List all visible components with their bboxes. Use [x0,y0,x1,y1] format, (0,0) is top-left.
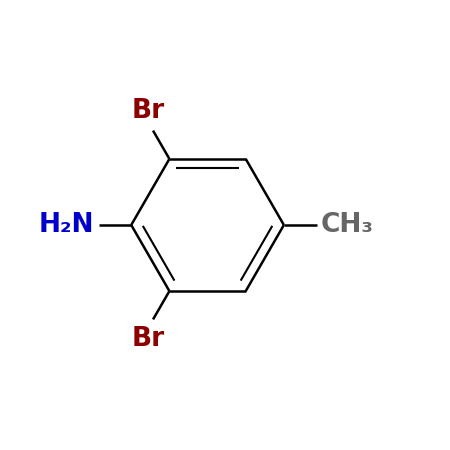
Text: CH₃: CH₃ [321,212,374,238]
Text: Br: Br [132,326,165,352]
Text: Br: Br [132,98,165,124]
Text: H₂N: H₂N [39,212,94,238]
